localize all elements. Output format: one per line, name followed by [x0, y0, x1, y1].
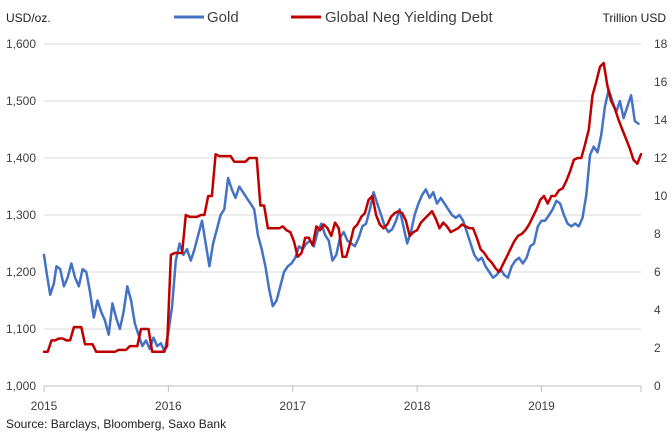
right-tick-label: 12: [654, 151, 668, 165]
right-tick-label: 2: [654, 341, 661, 355]
legend-label-gold: Gold: [207, 9, 239, 26]
right-tick-label: 14: [654, 113, 668, 127]
right-tick-label: 8: [654, 227, 661, 241]
x-tick-label: 2019: [528, 399, 555, 413]
right-tick-label: 4: [654, 303, 661, 317]
right-tick-label: 16: [654, 75, 668, 89]
series-line-neg-yielding-debt: [42, 61, 643, 354]
right-tick-label: 18: [654, 37, 668, 51]
left-axis-ticks: 1,000 1,100 1,200 1,300 1,400 1,500 1,600: [6, 37, 36, 393]
series-line-gold: [42, 88, 640, 354]
legend-label-neg-debt: Global Neg Yielding Debt: [325, 9, 493, 26]
right-axis-unit: Trillion USD: [602, 11, 666, 25]
left-tick-label: 1,000: [6, 379, 36, 393]
legend: Gold Global Neg Yielding Debt: [174, 9, 493, 26]
left-tick-label: 1,400: [6, 151, 36, 165]
x-axis-ticks: 2015 2016 2017 2018 2019: [31, 386, 642, 413]
x-tick-label: 2017: [279, 399, 306, 413]
left-axis-unit: USD/oz.: [6, 11, 51, 25]
x-tick-label: 2016: [155, 399, 182, 413]
series-lines: [42, 61, 643, 354]
right-tick-label: 0: [654, 379, 661, 393]
left-tick-label: 1,500: [6, 94, 36, 108]
left-tick-label: 1,100: [6, 322, 36, 336]
source-note: Source: Barclays, Bloomberg, Saxo Bank: [6, 417, 227, 431]
left-tick-label: 1,600: [6, 37, 36, 51]
x-tick-label: 2018: [404, 399, 431, 413]
gridlines: [44, 43, 641, 330]
right-axis-ticks: 0 2 4 6 8 10 12 14 16 18: [654, 37, 668, 393]
x-tick-label: 2015: [31, 399, 58, 413]
right-tick-label: 6: [654, 265, 661, 279]
left-tick-label: 1,200: [6, 265, 36, 279]
left-tick-label: 1,300: [6, 208, 36, 222]
right-tick-label: 10: [654, 189, 668, 203]
